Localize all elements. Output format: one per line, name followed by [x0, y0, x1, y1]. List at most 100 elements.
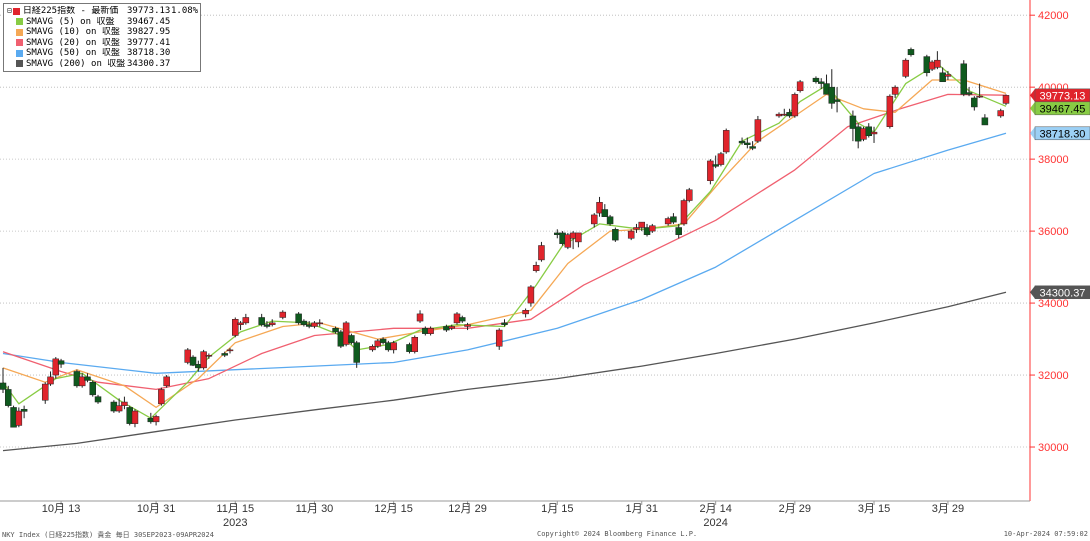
candle-body — [369, 346, 376, 351]
x-tick-label: 3月 15 — [858, 503, 890, 515]
candle-body — [495, 329, 503, 347]
candle-body — [934, 59, 941, 68]
legend-item-sma20[interactable]: SMAVG (20) on 収盤 39777.41 — [7, 38, 197, 49]
candle-body — [712, 164, 719, 167]
collapse-icon[interactable]: ⊟ — [7, 6, 12, 15]
line-sma50 — [2, 132, 1007, 374]
legend-swatch — [16, 39, 23, 47]
candle-body — [707, 160, 714, 181]
x-tick-label: 3月 29 — [932, 503, 964, 515]
value-tag-label: 39467.45 — [1040, 103, 1086, 115]
x-tick-label: 10月 13 — [42, 503, 81, 515]
candle-body — [411, 337, 419, 352]
legend-item-label: 日経225指数 - 最新価 — [22, 6, 119, 16]
x-tick-label: 1月 31 — [626, 503, 658, 515]
x-tick-label: 11月 15 — [216, 503, 254, 515]
legend-item-sma5[interactable]: SMAVG (5) on 収盤 39467.45 — [7, 17, 197, 28]
legend-item-change: 1.08% — [171, 6, 199, 16]
candle-body — [57, 360, 65, 365]
legend-item-value: 38718.30 — [127, 48, 171, 58]
candle-body — [686, 189, 693, 201]
candle-body — [817, 81, 825, 84]
legend-item-sma10[interactable]: SMAVG (10) on 収盤 39827.95 — [7, 27, 197, 38]
legend-item-label: SMAVG (5) on 収盤 — [26, 16, 115, 27]
legend-swatch — [16, 60, 23, 68]
candle-body — [15, 410, 23, 426]
candle-body — [812, 77, 820, 83]
x-tick-label: 10月 31 — [137, 503, 176, 515]
candle-body — [902, 59, 909, 77]
candle-body — [575, 232, 582, 243]
candle-body — [94, 396, 102, 403]
candle-body — [717, 153, 725, 165]
legend-item-label: SMAVG (20) on 収盤 — [26, 37, 120, 48]
candle-body — [20, 408, 28, 412]
x-tick-label: 1月 15 — [541, 503, 573, 515]
candle-body — [115, 405, 123, 412]
candle-body — [865, 126, 872, 136]
value-tag-pointer — [1030, 88, 1035, 102]
y-tick-label: 34000 — [1038, 298, 1069, 310]
candle-body — [886, 95, 894, 128]
value-tag-label: 39773.13 — [1040, 90, 1086, 102]
candle-body — [390, 342, 397, 351]
value-tag-box — [1034, 126, 1090, 141]
footer-copyright: Copyright© 2024 Bloomberg Finance L.P. — [537, 530, 698, 538]
candle-body — [749, 146, 756, 149]
candle-body — [84, 376, 91, 381]
legend-swatch — [16, 49, 23, 57]
legend-item-value: 39467.45 — [127, 16, 171, 27]
value-tag-label: 38718.30 — [1040, 128, 1086, 140]
candle-body — [348, 335, 355, 343]
candle-body — [332, 328, 339, 333]
footer-timestamp: 10-Apr-2024 07:59:02 — [1003, 530, 1088, 538]
candle-body — [722, 130, 730, 153]
value-tag-pointer — [1030, 285, 1035, 299]
candle-body — [184, 349, 192, 363]
candle-body — [221, 353, 228, 356]
candle-body — [295, 313, 302, 324]
candle-body — [675, 227, 682, 235]
candle-body — [89, 381, 96, 396]
legend-item-value: 39773.13 — [127, 6, 171, 16]
candle-body — [374, 340, 382, 347]
candle-body — [828, 86, 836, 104]
value-tag-label: 34300.37 — [1040, 287, 1086, 299]
candle-body — [258, 317, 265, 325]
candle-body — [971, 97, 978, 108]
candle-body — [263, 324, 271, 327]
candle-body — [680, 200, 688, 225]
candle-body — [532, 265, 540, 271]
candle-body — [131, 410, 139, 424]
candle-body — [670, 216, 677, 223]
grid-lines — [0, 14, 1030, 448]
candle-body — [939, 72, 946, 83]
candle-body — [606, 216, 614, 225]
candle-body — [47, 376, 54, 385]
candle-body — [448, 326, 455, 329]
candle-body — [638, 221, 646, 228]
candle-body — [870, 131, 878, 135]
candle-body — [522, 310, 529, 315]
candle-body — [379, 338, 387, 343]
value-tag-pointer — [1030, 126, 1035, 140]
candle-body — [232, 319, 239, 336]
value-tag-pointer — [1030, 101, 1035, 115]
candle-body — [311, 322, 318, 327]
legend-swatch — [12, 7, 20, 15]
candle-body — [981, 117, 989, 126]
legend-swatch — [16, 28, 23, 36]
candle-body — [279, 311, 287, 318]
legend-item-price[interactable]: ⊟ 日経225指数 - 最新価 39773.13 1.08% — [7, 6, 199, 17]
legend-item-label: SMAVG (50) on 収盤 — [26, 48, 120, 58]
candle-body — [997, 110, 1004, 117]
candle-body — [342, 322, 350, 345]
legend: ⊟ 日経225指数 - 最新価 39773.13 1.08% SMAVG (5)… — [3, 3, 201, 72]
candle-body — [849, 115, 857, 129]
legend-item-sma50[interactable]: SMAVG (50) on 収盤 38718.30 — [7, 48, 197, 59]
legend-item-value: 34300.37 — [127, 58, 171, 69]
legend-item-sma200[interactable]: SMAVG (200) on 収盤 34300.37 — [7, 59, 197, 70]
candle-body — [791, 94, 799, 117]
candle-body — [633, 227, 640, 230]
